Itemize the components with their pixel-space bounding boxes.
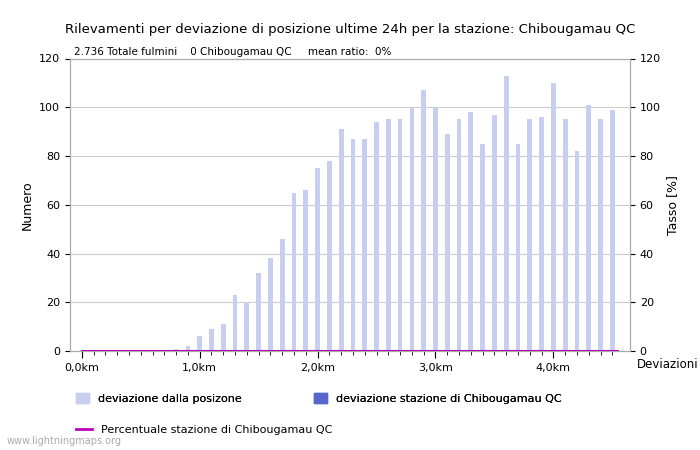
Bar: [303, 190, 308, 351]
Text: www.lightningmaps.org: www.lightningmaps.org: [7, 436, 122, 446]
Bar: [610, 110, 615, 351]
Bar: [244, 302, 249, 351]
Bar: [445, 134, 449, 351]
Y-axis label: Numero: Numero: [20, 180, 34, 230]
Bar: [386, 119, 391, 351]
Bar: [539, 117, 544, 351]
Bar: [468, 112, 473, 351]
Bar: [209, 329, 214, 351]
Bar: [292, 193, 296, 351]
Bar: [598, 119, 603, 351]
Legend: deviazione dalla posizone, deviazione stazione di Chibougamau QC: deviazione dalla posizone, deviazione st…: [76, 393, 561, 404]
Bar: [256, 273, 261, 351]
Bar: [268, 258, 273, 351]
Legend: Percentuale stazione di Chibougamau QC: Percentuale stazione di Chibougamau QC: [76, 425, 332, 436]
Bar: [374, 122, 379, 351]
Text: 2.736 Totale fulmini    0 Chibougamau QC     mean ratio:  0%: 2.736 Totale fulmini 0 Chibougamau QC me…: [74, 47, 391, 57]
Bar: [421, 90, 426, 351]
Title: Rilevamenti per deviazione di posizione ultime 24h per la stazione: Chibougamau : Rilevamenti per deviazione di posizione …: [65, 23, 635, 36]
Bar: [315, 168, 320, 351]
Bar: [186, 346, 190, 351]
Text: Deviazioni: Deviazioni: [637, 358, 699, 371]
Bar: [339, 129, 344, 351]
Bar: [456, 119, 461, 351]
Bar: [587, 105, 591, 351]
Bar: [398, 119, 402, 351]
Bar: [563, 119, 568, 351]
Bar: [492, 115, 497, 351]
Bar: [197, 337, 202, 351]
Bar: [221, 324, 225, 351]
Bar: [516, 144, 520, 351]
Bar: [327, 161, 332, 351]
Bar: [480, 144, 485, 351]
Bar: [351, 139, 356, 351]
Bar: [410, 107, 414, 351]
Bar: [232, 295, 237, 351]
Bar: [527, 119, 532, 351]
Bar: [504, 76, 509, 351]
Bar: [575, 151, 580, 351]
Bar: [551, 83, 556, 351]
Bar: [174, 349, 178, 351]
Y-axis label: Tasso [%]: Tasso [%]: [666, 175, 680, 235]
Bar: [433, 107, 438, 351]
Bar: [363, 139, 367, 351]
Bar: [280, 239, 285, 351]
